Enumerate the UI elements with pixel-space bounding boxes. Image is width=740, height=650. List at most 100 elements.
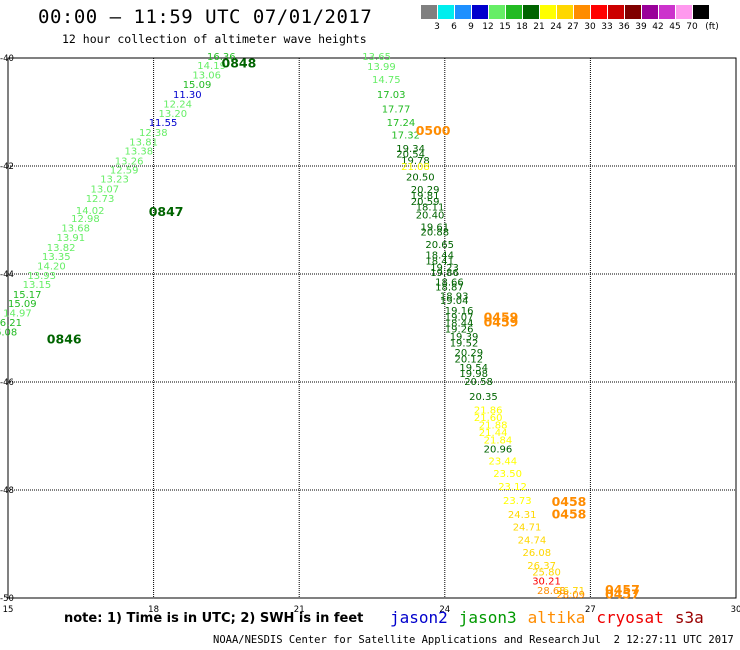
lat-tick-label: -46	[0, 378, 14, 388]
pass-time-label: 0458	[552, 507, 587, 522]
wave-height-value: 23.73	[503, 496, 532, 507]
wave-height-value: 26.37	[527, 561, 556, 572]
color-swatch	[642, 5, 659, 19]
wave-height-value: 18.41	[425, 256, 454, 267]
page-title: 00:00 – 11:59 UTC 07/01/2017	[38, 6, 373, 28]
legend-cryosat: cryosat	[596, 608, 664, 627]
page-subtitle: 12 hour collection of altimeter wave hei…	[62, 32, 367, 46]
wave-height-value: 21.86	[474, 405, 503, 416]
wave-height-value: 21.88	[479, 420, 508, 431]
wave-height-value: 13.93	[27, 271, 56, 282]
color-swatch	[676, 5, 693, 19]
wave-height-value: 19.23	[430, 263, 459, 274]
wave-height-value: 17.24	[387, 118, 416, 129]
wave-height-value: 12.73	[86, 194, 115, 205]
color-scale-label: 70	[686, 22, 698, 32]
color-scale-label: 42	[652, 22, 664, 32]
wave-height-value: 19.52	[450, 338, 479, 349]
color-swatch	[574, 5, 591, 19]
wave-height-value: 15.09	[8, 299, 37, 310]
color-scale-unit: (ft)	[705, 22, 719, 32]
wave-height-value: 18.44	[425, 250, 454, 261]
wave-height-value: 25.80	[532, 567, 561, 578]
lon-tick-label: 30	[731, 605, 740, 615]
wave-height-value: 28.09	[556, 590, 585, 601]
wave-height-value: 20.35	[469, 392, 498, 403]
lon-tick-label: 18	[148, 605, 159, 615]
wave-height-value: 19.16	[445, 306, 474, 317]
color-scale-label: 15	[499, 22, 511, 32]
wave-height-value: 20.96	[484, 445, 513, 456]
color-swatch	[557, 5, 574, 19]
color-swatch	[591, 5, 608, 19]
color-swatch	[506, 5, 523, 19]
axis-ticks: 15 18 21 24 27 30 -40 -42 -44 -46 -48 -50	[0, 54, 740, 615]
pass-time-label: 0459	[484, 314, 519, 329]
credit-line: NOAA/NESDIS Center for Satellite Applica…	[213, 634, 580, 646]
pass-time-label: 0500	[416, 123, 451, 138]
generation-timestamp: Jul 2 12:27:11 UTC 2017	[582, 634, 734, 646]
color-scale-label: 24	[550, 22, 562, 32]
pass-time-label: 0846	[47, 332, 82, 347]
color-swatch	[540, 5, 557, 19]
wave-height-value: 20.54	[396, 149, 425, 160]
plot-frame	[7, 57, 737, 599]
wave-height-value: 16.08	[0, 328, 17, 339]
satellite-legend: jason2 jason3 altika cryosat s3a	[390, 608, 715, 627]
wave-height-value: 20.58	[464, 377, 493, 388]
color-swatch	[472, 5, 489, 19]
pass-time-label: 0457	[605, 587, 640, 602]
wave-height-value: 12.24	[163, 100, 192, 111]
wave-height-value: 20.59	[411, 197, 440, 208]
color-swatch	[489, 5, 506, 19]
wave-height-value: 21.44	[479, 428, 508, 439]
wave-height-value: 13.38	[125, 147, 154, 158]
color-swatch	[523, 5, 540, 19]
satellite-tracks: 16.3614.1913.0615.0911.3012.2413.2011.55…	[0, 52, 640, 601]
color-swatch	[659, 5, 676, 19]
color-scale-label: 12	[482, 22, 494, 32]
wave-height-value: 20.40	[416, 210, 445, 221]
wave-height-value: 20.29	[455, 348, 484, 359]
color-scale-label: 33	[601, 22, 613, 32]
pass-time-label: 0847	[149, 204, 184, 219]
wave-height-value: 16.36	[207, 52, 236, 63]
wave-height-value: 18.87	[435, 283, 464, 294]
wave-height-value: 11.30	[173, 90, 202, 101]
color-scale-label: 36	[618, 22, 630, 32]
wave-height-value: 19.81	[411, 191, 440, 202]
legend-altika: altika	[527, 608, 586, 627]
wave-height-value: 20.29	[411, 185, 440, 196]
wave-height-value: 13.35	[42, 252, 71, 263]
wave-height-value: 13.26	[115, 156, 144, 167]
lat-tick-label: -48	[0, 486, 14, 496]
color-swatch	[608, 5, 625, 19]
wave-height-value: 21.08	[401, 162, 430, 173]
wave-height-value: 12.59	[110, 166, 139, 177]
wave-height-value: 13.20	[159, 109, 188, 120]
color-scale-label: 30	[584, 22, 596, 32]
wave-height-value: 13.81	[129, 138, 158, 149]
wave-height-value: 17.77	[382, 105, 411, 116]
lon-tick-label: 24	[439, 605, 450, 615]
wave-height-value: 19.07	[445, 312, 474, 323]
wave-height-value: 26.71	[556, 586, 585, 597]
wave-height-value: 13.06	[192, 71, 221, 82]
jason3-pass: 16.3614.1913.0615.0911.3012.2413.2011.55…	[0, 52, 256, 347]
lon-tick-label: 15	[3, 605, 14, 615]
wave-height-value: 21.60	[474, 413, 503, 424]
wave-height-value: 19.98	[459, 369, 488, 380]
pass-time-label: 0457	[605, 582, 640, 597]
wave-height-value: 26.08	[523, 548, 552, 559]
wave-height-value: 19.34	[396, 144, 425, 155]
pass-time-label: 0459	[484, 310, 519, 325]
wave-height-value: 19.54	[459, 363, 488, 374]
lat-tick-label: -44	[0, 270, 14, 280]
footnote: note: 1) Time is in UTC; 2) SWH is in fe…	[64, 611, 364, 626]
wave-height-value: 15.09	[183, 80, 212, 91]
wave-height-value: 24.71	[513, 523, 542, 534]
wave-height-value: 12.98	[71, 214, 100, 225]
wave-height-value: 19.61	[421, 222, 450, 233]
color-scale-label: 21	[533, 22, 545, 32]
